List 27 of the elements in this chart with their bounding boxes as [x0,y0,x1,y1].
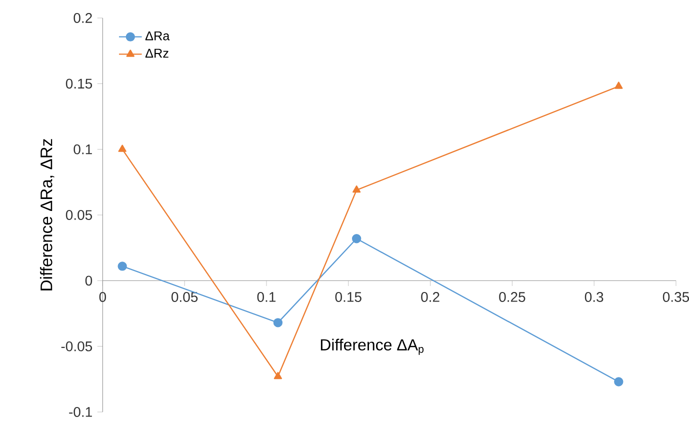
y-tick-label: 0.15 [66,78,92,89]
x-tick-label: 0.2 [421,292,440,302]
point [352,185,361,193]
point [352,234,362,244]
y-tick-label: 0.1 [74,144,92,154]
x-tick-label: 0.35 [662,292,689,302]
point [274,372,282,380]
x-tick-label: 0 [99,292,106,302]
x-tick-label: 0.3 [584,292,604,302]
x-tick-label: 0.1 [257,292,276,302]
x-tick-label: 0.25 [499,292,526,302]
legend-label: ΔRa [145,31,170,40]
point [614,82,623,89]
legend-label: ΔRz [145,48,168,58]
y-tick-label: -0.1 [69,407,92,417]
point [273,318,283,328]
y-tick-label: 0 [85,276,92,286]
point [614,377,624,386]
y-tick-label: -0.05 [61,341,92,352]
x-tick-label: 0.15 [335,292,362,302]
point [118,144,126,152]
x-axis-title: Difference ΔA$_{p}$ [320,338,424,355]
y-axis-title: Difference ΔRa, ΔRz [40,139,54,290]
x-tick-label: 0.05 [171,292,198,302]
y-tick-label: 0.2 [74,13,92,23]
y-tick-label: 0.05 [66,210,92,220]
point [118,262,127,271]
